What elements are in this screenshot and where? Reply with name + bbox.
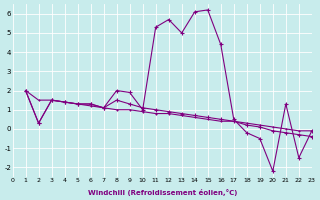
X-axis label: Windchill (Refroidissement éolien,°C): Windchill (Refroidissement éolien,°C) <box>87 189 237 196</box>
